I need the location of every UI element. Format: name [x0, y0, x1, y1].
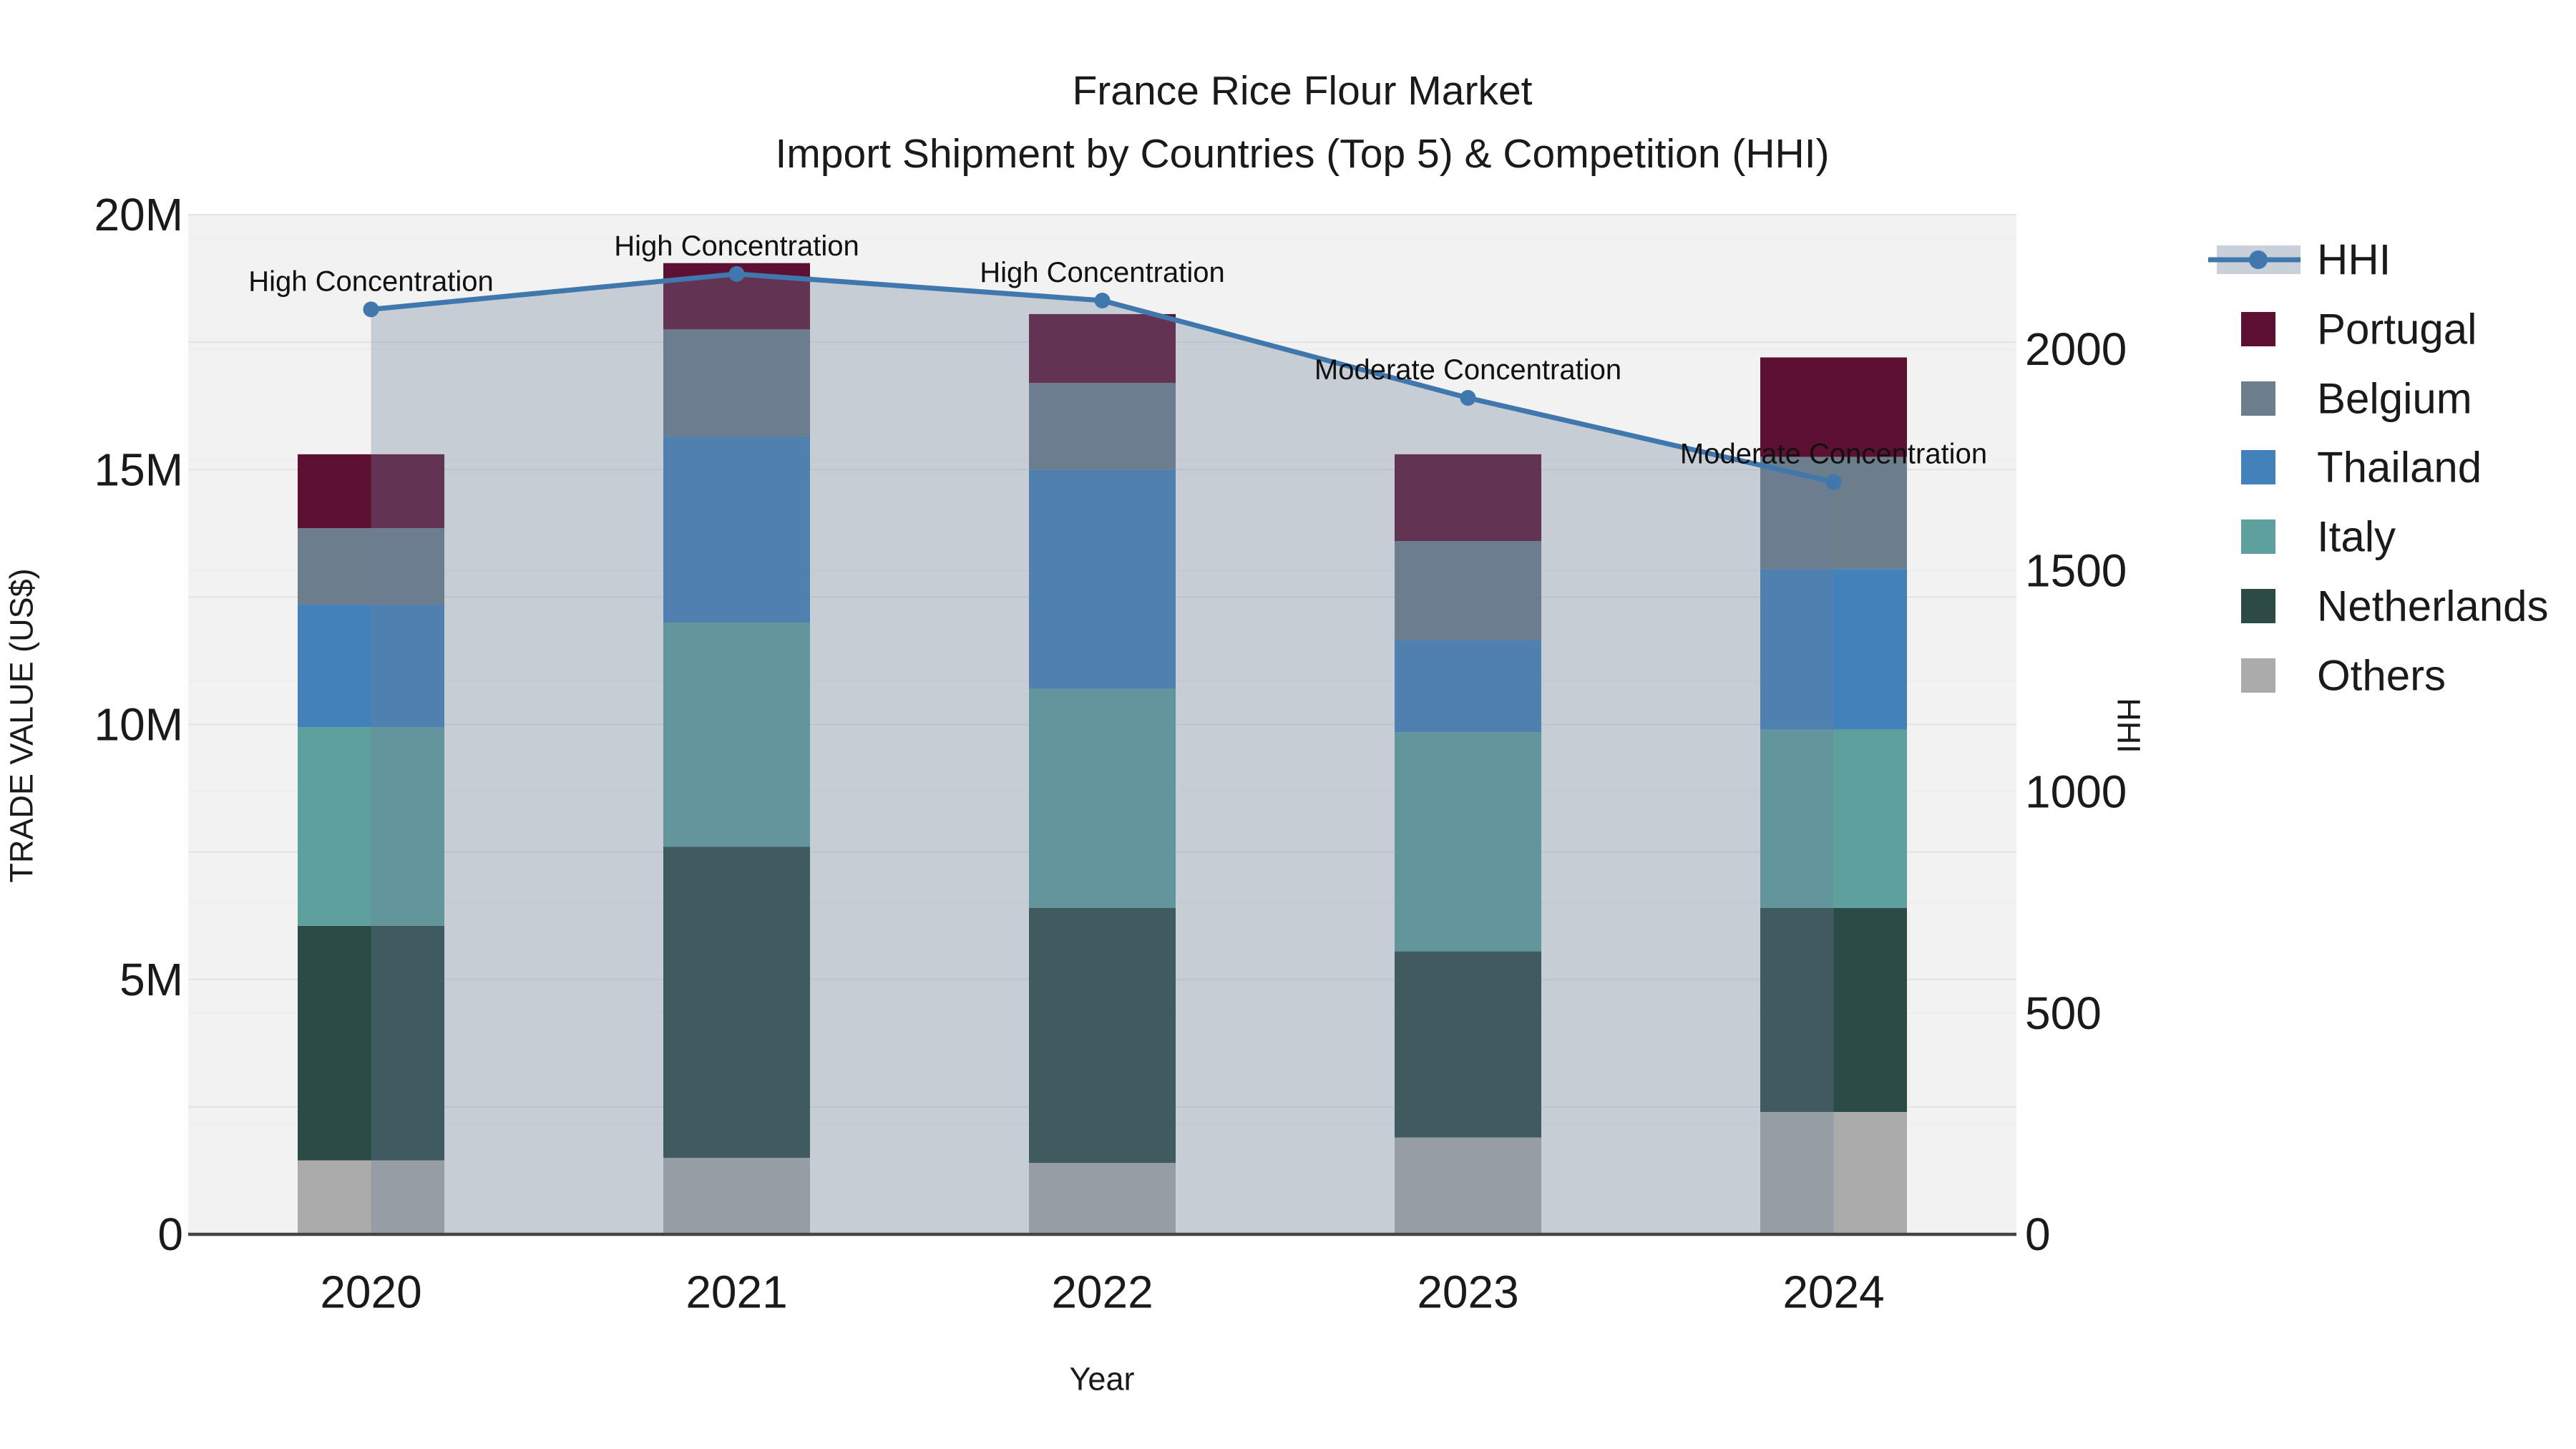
bar-segment-belgium-2021 — [663, 329, 810, 436]
legend-label-thailand: Thailand — [2317, 444, 2482, 492]
hhi-marker-2020 — [363, 301, 379, 318]
x-tick-2020: 2020 — [320, 1266, 421, 1317]
y-right-tick-0: 0 — [2025, 1209, 2051, 1260]
y-right-tick-1000: 1000 — [2025, 766, 2127, 818]
bar-segment-portugal-2024 — [1760, 357, 1907, 457]
bar-segment-others-2021 — [663, 1158, 810, 1234]
legend: HHI Portugal Belgium Thailand Italy Netherlan… — [2208, 236, 2549, 700]
annotation-2020: High Concentration — [248, 265, 493, 297]
legend-item-thailand: Thailand — [2241, 444, 2482, 492]
y-left-tick-15M: 15M — [94, 444, 184, 495]
bar-segment-italy-2020 — [298, 727, 444, 926]
x-tick-2024: 2024 — [1782, 1266, 1884, 1317]
y-right-tick-1500: 1500 — [2025, 545, 2127, 596]
bar-segment-netherlands-2023 — [1395, 951, 1541, 1138]
bar-segment-portugal-2022 — [1029, 313, 1176, 384]
bar-segment-others-2022 — [1029, 1163, 1176, 1234]
legend-label-others: Others — [2317, 652, 2446, 700]
legend-item-netherlands: Netherlands — [2241, 582, 2549, 630]
bar-segment-belgium-2020 — [298, 528, 444, 605]
legend-item-hhi: HHI — [2208, 236, 2391, 284]
bar-segment-italy-2023 — [1395, 732, 1541, 952]
bar-segment-thailand-2023 — [1395, 640, 1541, 733]
hhi-marker-2022 — [1094, 292, 1111, 308]
y-left-axis-label: TRADE VALUE (US$) — [4, 568, 40, 882]
bar-segment-thailand-2020 — [298, 605, 444, 728]
x-axis-label: Year — [1070, 1361, 1135, 1397]
legend-swatch-portugal — [2241, 312, 2275, 346]
y-right-axis-label: HHI — [2111, 698, 2147, 753]
bar-segment-thailand-2022 — [1029, 469, 1176, 689]
bar-segment-others-2024 — [1760, 1112, 1907, 1234]
y-left-tick-20M: 20M — [94, 189, 184, 240]
legend-item-others: Others — [2241, 652, 2446, 700]
legend-label-portugal: Portugal — [2317, 306, 2477, 353]
x-tick-2021: 2021 — [686, 1266, 787, 1317]
bar-segment-netherlands-2024 — [1760, 908, 1907, 1112]
hhi-marker-2023 — [1460, 390, 1476, 406]
bar-segment-belgium-2023 — [1395, 541, 1541, 640]
y-right-tick-2000: 2000 — [2025, 323, 2127, 375]
annotation-2021: High Concentration — [614, 230, 859, 262]
bar-segment-italy-2022 — [1029, 688, 1176, 908]
legend-swatch-italy — [2241, 519, 2275, 554]
legend-swatch-others — [2241, 658, 2275, 693]
chart-subtitle: Import Shipment by Countries (Top 5) & C… — [775, 131, 1829, 177]
hhi-marker-2024 — [1825, 474, 1842, 490]
bar-segment-thailand-2021 — [663, 436, 810, 623]
legend-item-belgium: Belgium — [2241, 375, 2472, 423]
annotation-2023: Moderate Concentration — [1314, 354, 1621, 386]
bar-segment-netherlands-2020 — [298, 925, 444, 1161]
legend-label-netherlands: Netherlands — [2317, 582, 2549, 630]
bar-segment-portugal-2023 — [1395, 454, 1541, 541]
legend-hhi-marker-icon — [2249, 250, 2268, 269]
plot-layer: High Concentration High Concentration High… — [94, 189, 2127, 1317]
y-left-tick-5M: 5M — [119, 954, 183, 1005]
legend-swatch-belgium — [2241, 381, 2275, 416]
legend-swatch-thailand — [2241, 450, 2275, 484]
bar-segment-netherlands-2022 — [1029, 908, 1176, 1163]
y-right-tick-500: 500 — [2025, 987, 2102, 1039]
annotation-2022: High Concentration — [980, 257, 1224, 288]
y-left-tick-0: 0 — [157, 1209, 183, 1260]
chart-title: France Rice Flour Market — [1072, 68, 1532, 114]
bar-segment-belgium-2022 — [1029, 383, 1176, 470]
y-left-tick-10M: 10M — [94, 699, 184, 751]
x-tick-2022: 2022 — [1051, 1266, 1153, 1317]
hhi-marker-2021 — [728, 265, 745, 282]
annotation-2024: Moderate Concentration — [1680, 439, 1987, 470]
bar-segment-others-2020 — [298, 1160, 444, 1234]
bar-segment-thailand-2024 — [1760, 569, 1907, 730]
legend-swatch-netherlands — [2241, 589, 2275, 623]
legend-label-hhi: HHI — [2317, 236, 2391, 284]
bar-segment-italy-2021 — [663, 623, 810, 847]
bar-segment-netherlands-2021 — [663, 847, 810, 1158]
legend-item-portugal: Portugal — [2241, 306, 2477, 353]
bar-segment-others-2023 — [1395, 1137, 1541, 1234]
x-tick-2023: 2023 — [1417, 1266, 1518, 1317]
legend-label-italy: Italy — [2317, 513, 2396, 561]
bar-segment-portugal-2020 — [298, 454, 444, 529]
bar-segment-italy-2024 — [1760, 729, 1907, 908]
legend-label-belgium: Belgium — [2317, 375, 2472, 423]
legend-item-italy: Italy — [2241, 513, 2396, 561]
hhi-area-fill — [371, 273, 1834, 1235]
